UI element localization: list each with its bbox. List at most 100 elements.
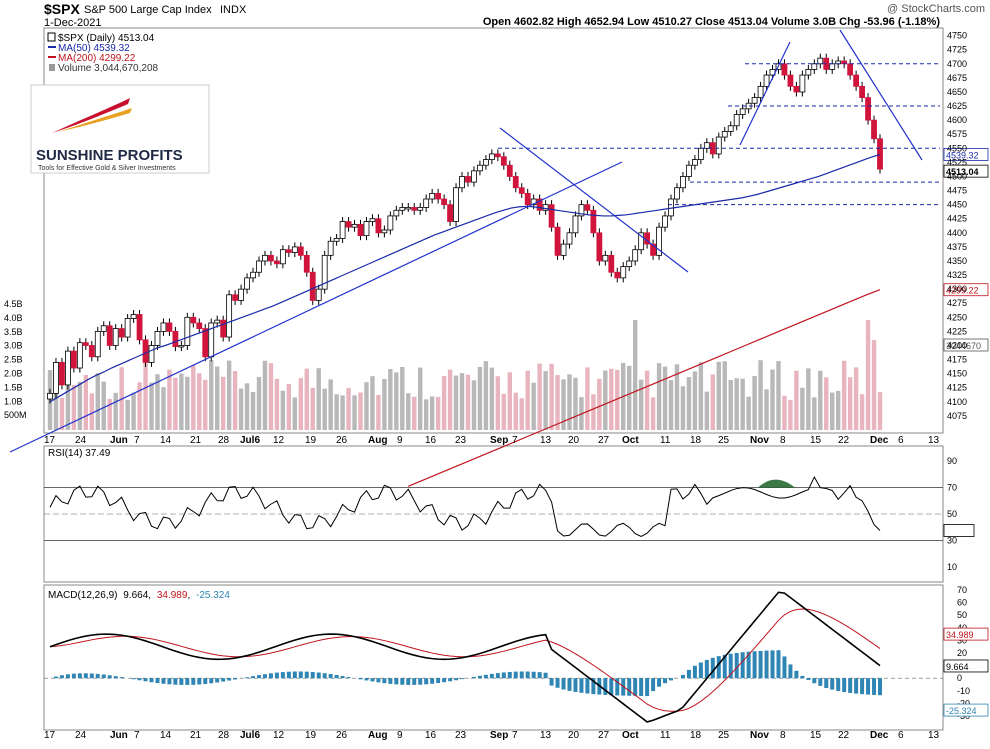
price-tick-label: 4150 xyxy=(947,369,967,379)
price-tick-label: 4525 xyxy=(947,157,967,167)
price-tick-label: 4500 xyxy=(947,171,967,181)
candle-body xyxy=(292,247,297,253)
candle-body xyxy=(316,289,321,300)
candle-body xyxy=(722,131,727,137)
macd-value-badge: 9.664 xyxy=(946,662,969,672)
candle-body xyxy=(340,222,345,239)
volume-bar xyxy=(382,379,386,430)
macd-histogram-bar xyxy=(830,678,834,689)
volume-bar xyxy=(454,376,458,430)
x-axis-label: Jul6 xyxy=(240,435,260,446)
volume-bar xyxy=(245,383,249,430)
candle-body xyxy=(460,176,465,187)
macd-label: MACD(12,26,9) 9.664, 34.989, -25.324 xyxy=(48,590,230,601)
macd-histogram-bar xyxy=(269,673,273,678)
x-axis-label-bottom: Nov xyxy=(750,730,769,741)
volume-bar xyxy=(322,389,326,430)
macd-histogram-bar xyxy=(794,671,798,678)
macd-histogram-bar xyxy=(854,678,858,693)
x-axis-label: 21 xyxy=(190,435,202,446)
candle-body xyxy=(549,205,554,228)
volume-bar xyxy=(860,394,864,430)
volume-bar xyxy=(520,398,524,430)
volume-bar xyxy=(514,393,518,430)
candle-body xyxy=(65,351,70,385)
volume-bar xyxy=(197,373,201,430)
macd-histogram-bar xyxy=(376,678,380,682)
candle-body xyxy=(131,315,136,319)
macd-signal-badge: 34.989 xyxy=(946,630,974,640)
volume-bar xyxy=(782,396,786,430)
x-axis-label: 18 xyxy=(690,435,702,446)
x-axis-label-bottom: 13 xyxy=(928,730,940,741)
macd-histogram-bar xyxy=(693,666,697,678)
volume-bar xyxy=(812,397,816,430)
watermark: @ StockCharts.com xyxy=(887,3,985,15)
candle-body xyxy=(89,345,94,356)
macd-histogram-bar xyxy=(508,672,512,678)
macd-histogram-bar xyxy=(609,678,613,695)
macd-histogram-bar xyxy=(669,678,673,680)
volume-bar xyxy=(603,371,607,430)
x-axis-label-bottom: 6 xyxy=(898,730,904,741)
rsi-label: RSI(14) 37.49 xyxy=(48,448,111,459)
volume-bar xyxy=(752,376,756,430)
x-axis-label: 25 xyxy=(718,435,730,446)
volume-bar xyxy=(525,371,529,430)
volume-bar xyxy=(143,363,147,430)
candle-body xyxy=(603,255,608,261)
price-tick-label: 4325 xyxy=(947,270,967,280)
rsi-tick-label: 90 xyxy=(947,456,957,466)
volume-bar xyxy=(334,394,338,430)
candle-body xyxy=(830,64,835,70)
x-axis-label-bottom: 14 xyxy=(160,730,172,741)
x-axis-label-bottom: 25 xyxy=(718,730,730,741)
volume-bar xyxy=(185,377,189,430)
candle-body xyxy=(758,86,763,97)
macd-histogram-bar xyxy=(460,678,464,679)
macd-histogram-bar xyxy=(60,675,64,678)
macd-histogram-bar xyxy=(155,678,159,683)
candle-body xyxy=(400,207,405,210)
candle-body xyxy=(113,329,118,346)
candle-body xyxy=(788,75,793,86)
x-axis-label: Aug xyxy=(368,435,387,446)
price-tick-label: 4650 xyxy=(947,87,967,97)
price-tick-label: 4100 xyxy=(947,397,967,407)
macd-histogram-bar xyxy=(418,678,422,684)
candle-body xyxy=(471,171,476,182)
candle-body xyxy=(328,241,333,255)
volume-legend-icon xyxy=(49,64,55,71)
macd-histogram-bar xyxy=(836,678,840,691)
volume-bar xyxy=(502,394,506,430)
candle-body xyxy=(394,210,399,216)
rsi-tick-label: 10 xyxy=(947,562,957,572)
macd-histogram-bar xyxy=(275,673,279,679)
symbol-title: $SPX xyxy=(44,1,80,17)
volume-bar xyxy=(84,375,88,430)
candle-body xyxy=(686,165,691,176)
price-tick-label: 4575 xyxy=(947,129,967,139)
exchange-name: INDX xyxy=(220,4,247,16)
macd-histogram-bar xyxy=(245,677,249,678)
candle-body xyxy=(430,193,435,199)
macd-histogram-bar xyxy=(215,678,219,682)
x-axis-label: 12 xyxy=(273,435,285,446)
x-axis-label-bottom: 28 xyxy=(218,730,230,741)
macd-histogram-bar xyxy=(161,678,165,684)
candle-body xyxy=(59,362,64,385)
volume-tick-label: 4.5B xyxy=(4,299,23,309)
x-axis-label: 26 xyxy=(336,435,348,446)
x-axis-label-bottom: Oct xyxy=(622,730,639,741)
macd-histogram-bar xyxy=(663,678,667,683)
price-tick-label: 4425 xyxy=(947,214,967,224)
volume-tick-label: 3.0B xyxy=(4,341,23,351)
candle-body xyxy=(436,193,441,199)
x-axis-label: 15 xyxy=(810,435,822,446)
candle-body xyxy=(221,320,226,337)
macd-histogram-bar xyxy=(96,674,100,678)
volume-bar xyxy=(818,371,822,430)
volume-bar xyxy=(746,397,750,430)
volume-bar xyxy=(466,375,470,430)
volume-bar xyxy=(442,376,446,430)
